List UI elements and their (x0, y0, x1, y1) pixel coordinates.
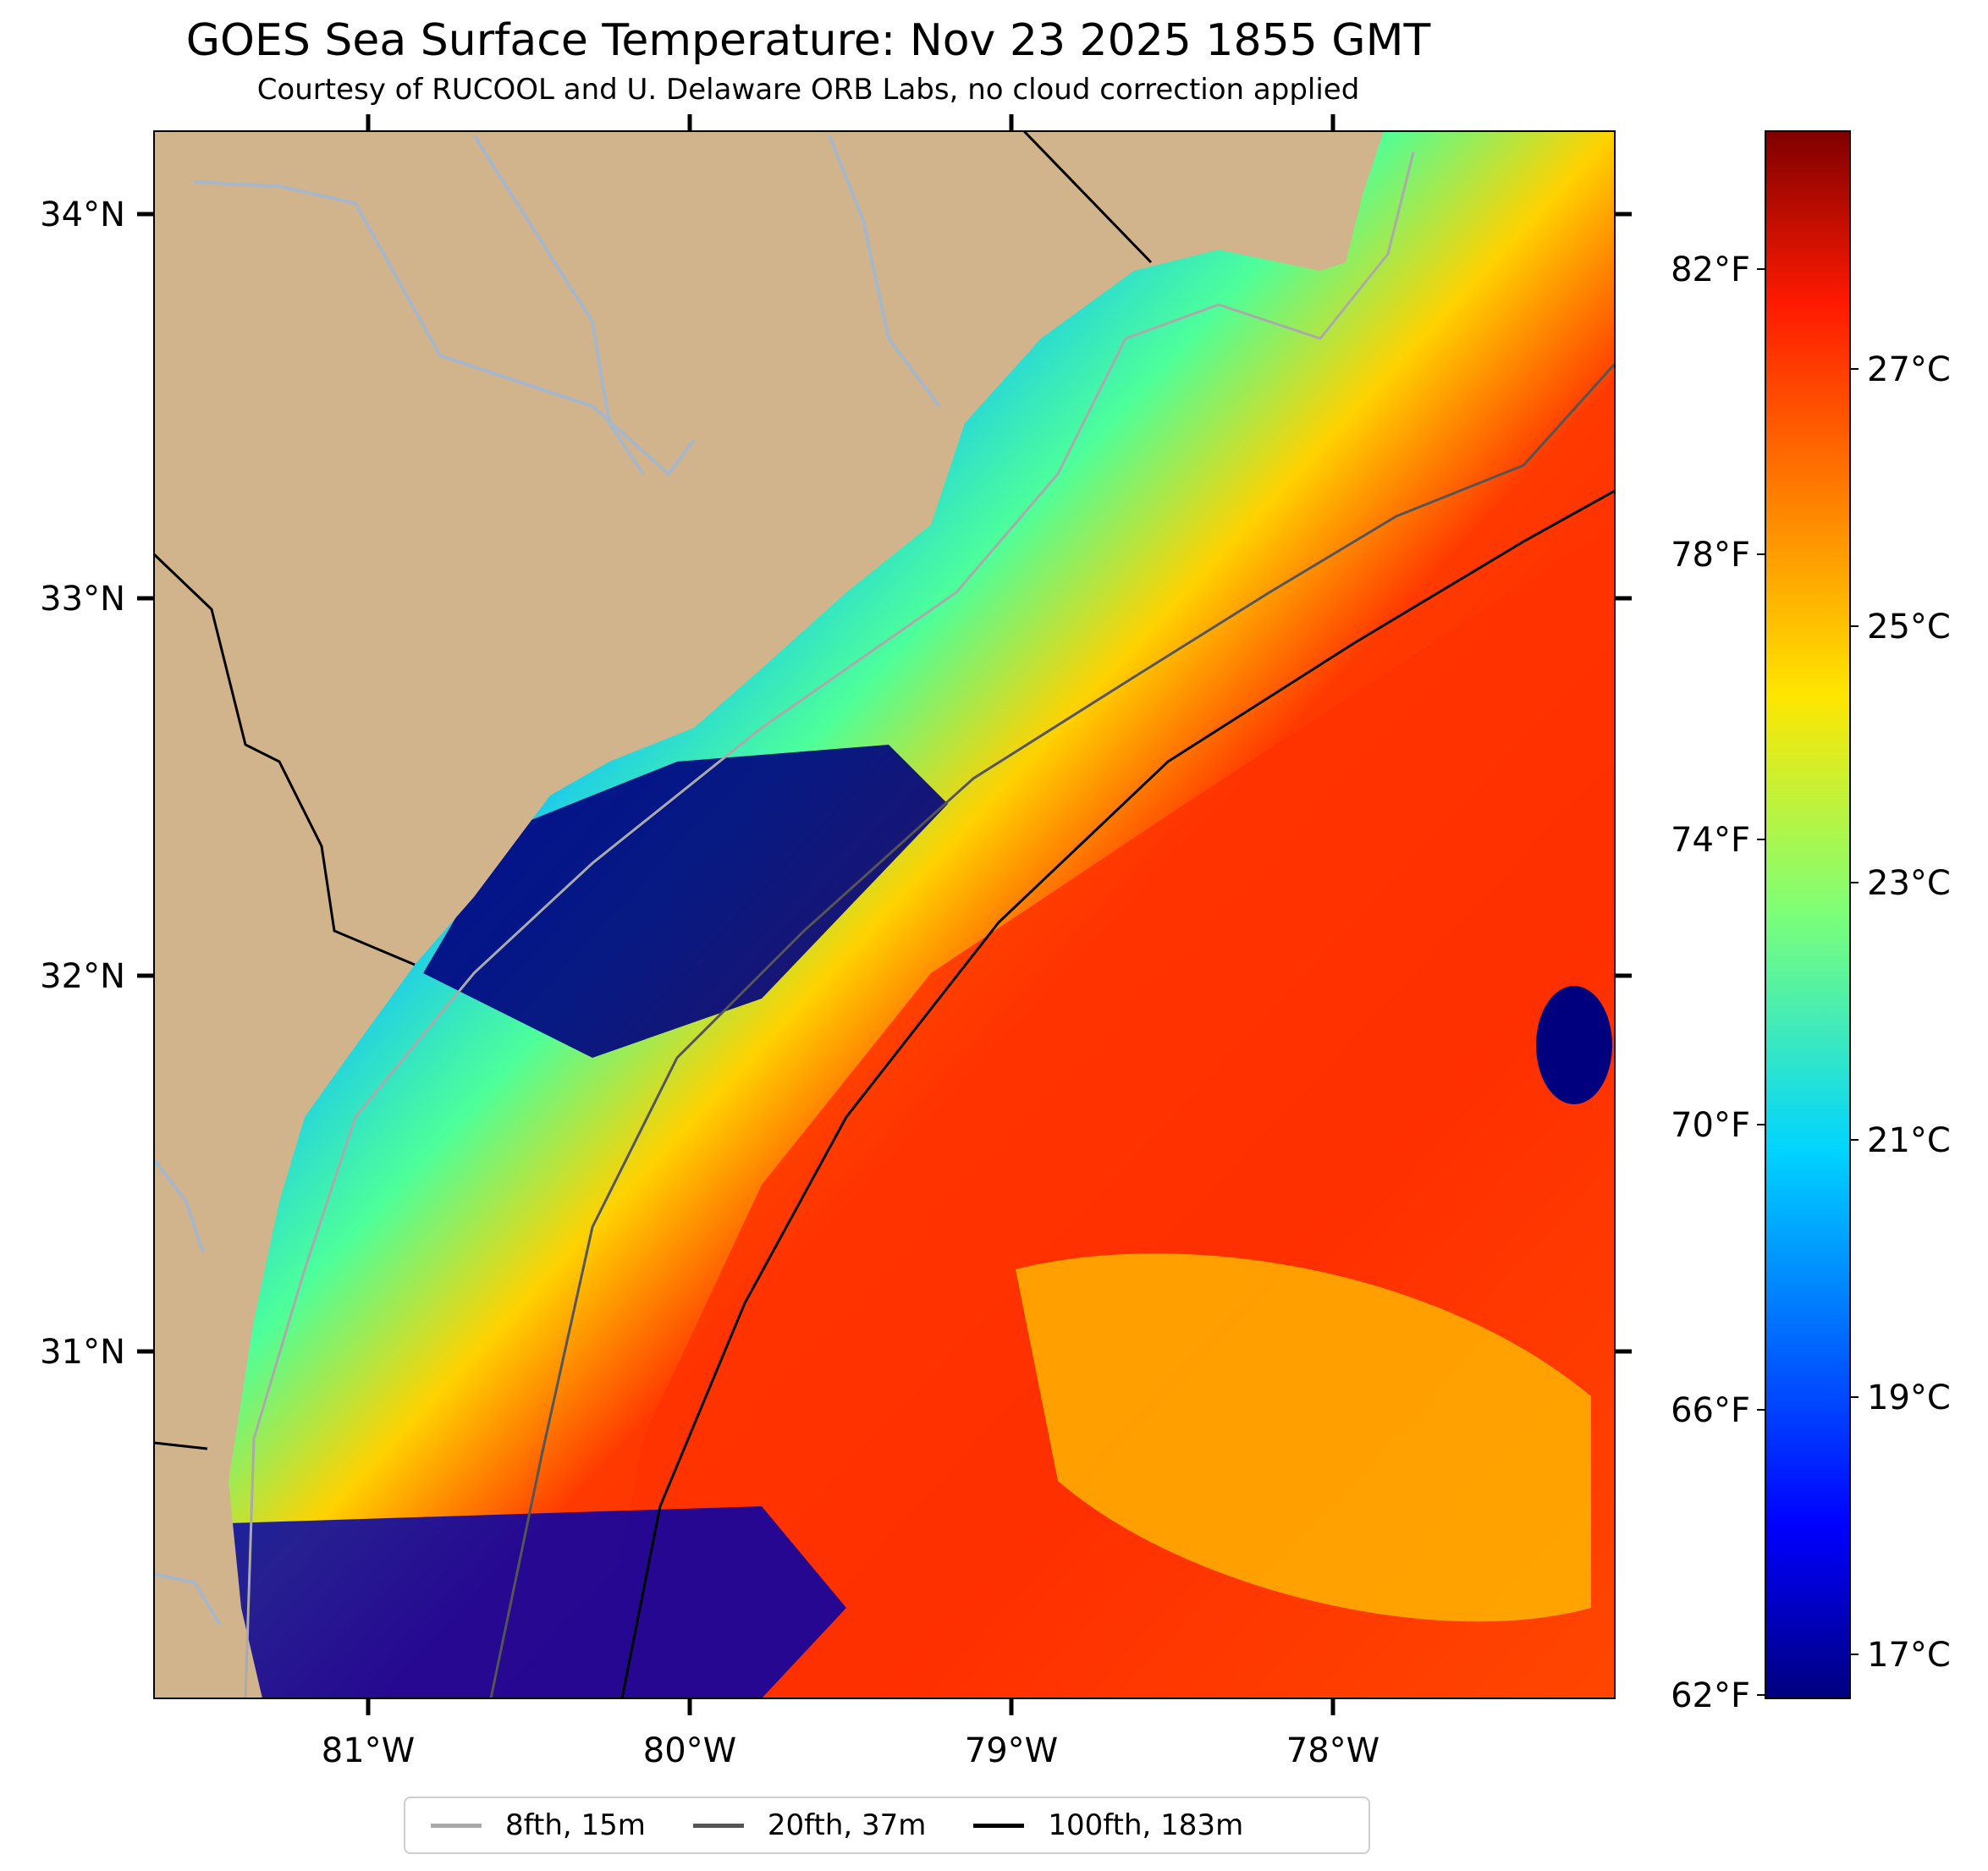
f-tick-78: 78°F (1671, 536, 1750, 575)
cold-eddy (1536, 986, 1612, 1104)
land (154, 131, 1384, 1698)
legend-swatch-100fth (973, 1823, 1025, 1828)
legend-item-100fth: 100fth, 183m (973, 1808, 1243, 1842)
map-ticks (137, 114, 1632, 1715)
c-tick-27: 27°C (1867, 350, 1951, 389)
colorbar (1765, 130, 1851, 1699)
lon-label-79w: 79°W (965, 1731, 1058, 1770)
legend-label-100fth: 100fth, 183m (1048, 1808, 1244, 1842)
legend-swatch-20fth (692, 1823, 744, 1828)
state-boundaries (154, 131, 1153, 1450)
c-tick-25: 25°C (1867, 608, 1951, 647)
lat-label-33n: 33°N (40, 580, 125, 619)
colorbar-ticks (1757, 268, 1859, 1696)
warm-eddy (1016, 1253, 1591, 1622)
f-tick-66: 66°F (1671, 1391, 1750, 1430)
c-tick-21: 21°C (1867, 1121, 1951, 1160)
isobath-legend: 8fth, 15m 20fth, 37m 100fth, 183m (404, 1797, 1370, 1854)
c-tick-19: 19°C (1867, 1378, 1951, 1417)
legend-item-20fth: 20fth, 37m (692, 1808, 927, 1842)
rivers (154, 134, 941, 1626)
legend-label-8fth: 8fth, 15m (505, 1808, 646, 1842)
legend-swatch-8fth (431, 1823, 482, 1828)
map-area (154, 131, 1615, 1698)
chart-subtitle: Courtesy of RUCOOL and U. Delaware ORB L… (256, 73, 1360, 107)
lat-label-31n: 31°N (40, 1333, 125, 1372)
c-tick-23: 23°C (1867, 864, 1951, 903)
lon-label-80w: 80°W (643, 1731, 736, 1770)
map-frame (153, 130, 1616, 1699)
legend-item-8fth: 8fth, 15m (431, 1808, 646, 1842)
cold-southern-band (229, 1506, 846, 1698)
lon-label-81w: 81°W (322, 1731, 415, 1770)
cold-shelf-water (423, 745, 948, 1058)
legend-label-20fth: 20fth, 37m (767, 1808, 927, 1842)
f-tick-74: 74°F (1671, 821, 1750, 860)
isobath-8fth (244, 151, 1415, 1698)
isobath-20fth (489, 362, 1615, 1698)
isobath-100fth (620, 489, 1615, 1698)
f-tick-70: 70°F (1671, 1106, 1750, 1145)
lat-label-32n: 32°N (40, 957, 125, 996)
lat-label-34n: 34°N (40, 195, 125, 234)
f-tick-62: 62°F (1671, 1676, 1750, 1715)
chart-title: GOES Sea Surface Temperature: Nov 23 202… (185, 15, 1431, 66)
f-tick-82: 82°F (1671, 250, 1750, 289)
c-tick-17: 17°C (1867, 1636, 1951, 1675)
lon-label-78w: 78°W (1286, 1731, 1379, 1770)
